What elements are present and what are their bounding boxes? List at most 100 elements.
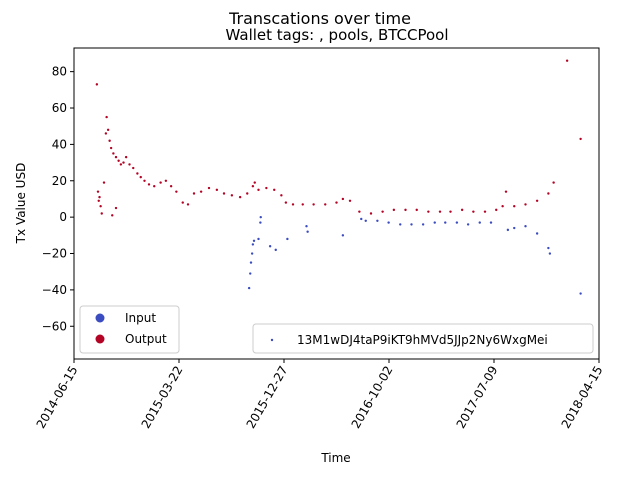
input-point — [249, 272, 252, 275]
legend-output-label: Output — [125, 332, 167, 346]
output-point — [192, 192, 196, 195]
input-point — [257, 237, 260, 241]
input-point — [376, 219, 379, 222]
input-point — [259, 221, 262, 224]
output-point — [102, 181, 106, 184]
output-point — [358, 210, 361, 213]
input-point — [399, 223, 402, 226]
input-point — [489, 221, 493, 224]
output-point — [495, 208, 498, 212]
output-point — [246, 192, 249, 195]
chart-suptitle: Transcations over time — [228, 9, 411, 28]
output-point — [99, 205, 102, 208]
input-point — [433, 221, 436, 224]
output-point — [483, 210, 487, 213]
legend-input-label: Input — [125, 311, 156, 325]
input-point — [306, 230, 309, 233]
output-point — [97, 199, 100, 202]
output-point — [96, 190, 100, 193]
input-point — [548, 252, 552, 255]
input-point — [579, 292, 582, 295]
output-point — [381, 210, 384, 213]
output-point — [301, 203, 304, 206]
input-point — [513, 226, 516, 230]
output-point — [186, 203, 190, 206]
output-point — [230, 194, 234, 197]
output-point — [504, 190, 508, 193]
output-point — [284, 201, 288, 204]
output-point — [95, 83, 99, 86]
output-point — [392, 208, 396, 212]
output-point — [513, 205, 516, 208]
output-point — [111, 214, 114, 217]
input-point — [247, 286, 251, 290]
output-point — [114, 206, 118, 210]
output-point — [139, 175, 142, 179]
output-point — [112, 152, 115, 155]
output-point — [98, 195, 101, 199]
input-point — [305, 225, 308, 228]
input-point — [249, 261, 253, 264]
output-point — [280, 194, 283, 197]
input-point — [547, 246, 550, 250]
output-point — [222, 192, 226, 195]
x-axis-label: Time — [320, 451, 350, 465]
legend-output-marker — [95, 334, 105, 344]
output-point — [460, 208, 464, 212]
output-point — [109, 146, 113, 150]
output-point — [128, 163, 131, 166]
input-point — [444, 221, 447, 224]
output-point — [324, 203, 327, 206]
output-point — [565, 59, 569, 62]
output-point — [100, 212, 103, 215]
x-tick-label: 2015-12-27 — [244, 364, 291, 431]
input-point — [251, 243, 255, 246]
output-point — [438, 210, 442, 213]
y-tick-label: 40 — [52, 137, 67, 151]
output-point — [124, 155, 128, 159]
output-point — [164, 179, 168, 182]
legend-type-box — [79, 305, 180, 354]
output-point — [501, 205, 504, 208]
output-point — [291, 203, 295, 206]
x-tick-label: 2017-07-09 — [454, 364, 501, 431]
output-point — [312, 203, 315, 206]
output-point — [159, 181, 162, 184]
output-point — [105, 115, 108, 119]
x-tick-label: 2014-06-15 — [34, 364, 81, 431]
output-point — [449, 210, 452, 213]
output-point — [472, 210, 475, 213]
x-tick-label: 2016-10-02 — [349, 364, 396, 431]
input-point — [286, 237, 289, 241]
plot-frame — [73, 47, 600, 360]
output-point — [547, 192, 550, 195]
legend-type: Input Output — [79, 305, 180, 354]
x-tick-label: 2015-03-22 — [139, 364, 186, 431]
input-point — [506, 228, 510, 232]
output-point — [122, 161, 125, 164]
input-point — [535, 232, 539, 235]
y-tick-label: −60 — [42, 319, 67, 333]
input-point — [478, 221, 481, 224]
input-point — [360, 217, 363, 221]
input-point — [274, 248, 277, 252]
y-tick-label: 80 — [52, 65, 67, 79]
output-point — [169, 185, 173, 188]
y-axis-label: Tx Value USD — [14, 163, 28, 245]
output-point — [117, 159, 120, 162]
input-point — [421, 223, 425, 226]
legend-series-box — [252, 323, 594, 354]
output-point — [251, 185, 255, 188]
input-point — [252, 239, 256, 242]
output-point — [265, 186, 268, 190]
input-point — [250, 252, 254, 255]
output-point — [207, 186, 211, 190]
legend-series: 13M1wDJ4taP9iKT9hMVd5JJp2Ny6WxgMei — [252, 323, 594, 354]
y-axis: −60 −40 −20 0 20 40 60 80 — [42, 65, 74, 333]
output-point — [415, 208, 418, 212]
output-point — [238, 195, 242, 199]
input-point — [268, 245, 272, 248]
output-point — [143, 179, 146, 182]
output-point — [181, 201, 184, 204]
